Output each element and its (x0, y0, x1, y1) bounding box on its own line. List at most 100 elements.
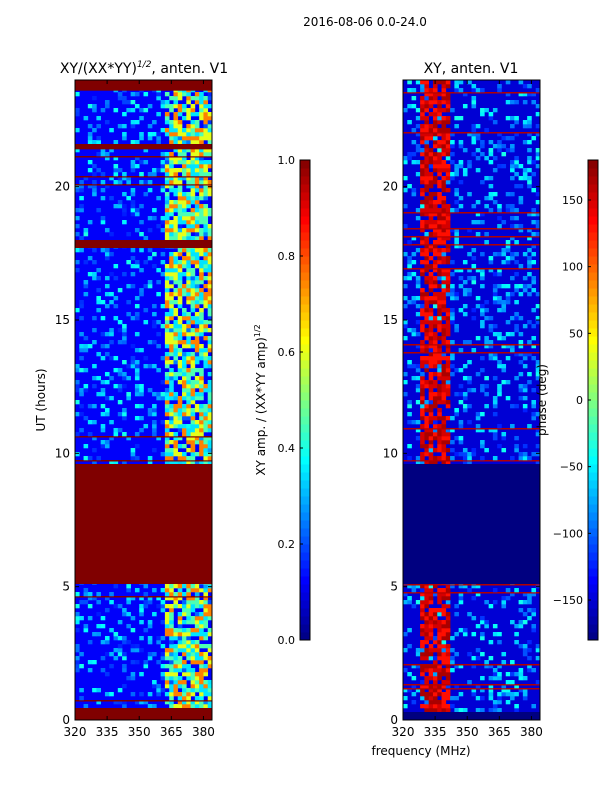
heatmap-cell (467, 288, 472, 293)
heatmap-cell (432, 156, 438, 161)
heatmap-cell (492, 624, 498, 629)
panel1-title-tail: , anten. V1 (151, 61, 228, 77)
heatmap-cell (139, 348, 144, 353)
heatmap-cell (207, 212, 213, 217)
heatmap-cell (164, 680, 170, 685)
heatmap-cell (432, 668, 438, 673)
colorbar-swatch (588, 176, 598, 185)
heatmap-cell (122, 124, 127, 129)
heatmap-cell (96, 116, 101, 121)
heatmap-cell (510, 660, 515, 665)
heatmap-cell (182, 200, 187, 205)
heatmap-cell (182, 376, 187, 381)
heatmap-cell (420, 124, 425, 129)
heatmap-cell (130, 648, 136, 653)
heatmap-cell (458, 88, 464, 93)
heatmap-cell (407, 156, 412, 161)
heatmap-cell (518, 456, 524, 461)
heatmap-cell (160, 608, 166, 613)
heatmap-cell (432, 164, 438, 169)
heatmap-cell (407, 264, 412, 269)
heatmap-cell (424, 276, 429, 281)
heatmap-cell (169, 292, 174, 297)
heatmap-stripe (75, 596, 212, 598)
heatmap-cell (182, 640, 187, 645)
heatmap-cell (437, 268, 442, 273)
heatmap-cell (527, 92, 532, 97)
colorbar-swatch (588, 472, 598, 481)
heatmap-cell (169, 448, 174, 453)
heatmap-cell (420, 164, 425, 169)
heatmap-cell (186, 192, 191, 197)
heatmap-cell (190, 156, 196, 161)
heatmap-cell (411, 676, 417, 681)
heatmap-cell (164, 456, 170, 461)
heatmap-cell (100, 640, 106, 645)
heatmap-cell (164, 324, 170, 329)
heatmap-cell (475, 304, 481, 309)
heatmap-cell (420, 400, 425, 405)
heatmap-cell (522, 652, 528, 657)
heatmap-cell (186, 388, 191, 393)
heatmap-cell (169, 596, 174, 601)
heatmap-cell (147, 692, 153, 697)
heatmap-cell (445, 660, 451, 665)
heatmap-cell (467, 276, 472, 281)
heatmap-cell (428, 700, 434, 705)
heatmap-cell (194, 644, 200, 649)
heatmap-cell (182, 648, 187, 653)
heatmap-cell (428, 324, 434, 329)
heatmap-cell (462, 292, 468, 297)
heatmap-cell (92, 376, 97, 381)
heatmap-cell (169, 104, 174, 109)
heatmap-cell (437, 220, 442, 225)
heatmap-cell (169, 136, 174, 141)
heatmap-cell (420, 344, 425, 349)
heatmap-cell (199, 432, 204, 437)
heatmap-cell (445, 108, 451, 113)
heatmap-cell (203, 656, 209, 661)
heatmap-cell (104, 104, 110, 109)
heatmap-cell (420, 644, 425, 649)
heatmap-cell (484, 128, 489, 133)
heatmap-cell (420, 680, 425, 685)
heatmap-cell (407, 688, 412, 693)
heatmap-cell (79, 392, 84, 397)
heatmap-cell (122, 332, 127, 337)
heatmap-cell (514, 260, 519, 265)
heatmap-cell (403, 668, 408, 673)
heatmap-cell (194, 616, 200, 621)
heatmap-cell (104, 444, 110, 449)
heatmap-cell (164, 116, 170, 121)
heatmap-cell (462, 172, 468, 177)
heatmap-cell (199, 344, 204, 349)
heatmap-cell (126, 376, 131, 381)
heatmap-cell (514, 172, 519, 177)
heatmap-cell (441, 288, 447, 293)
heatmap-cell (437, 240, 442, 245)
heatmap-cell (207, 428, 213, 433)
heatmap-cell (428, 628, 434, 633)
heatmap-cell (420, 308, 425, 313)
heatmap-cell (428, 152, 434, 157)
heatmap-cell (454, 268, 459, 273)
heatmap-cell (207, 692, 213, 697)
heatmap-cell (471, 388, 477, 393)
colorbar-swatch (300, 528, 310, 537)
heatmap-cell (156, 392, 161, 397)
heatmap-cell (190, 632, 196, 637)
heatmap-cell (83, 344, 89, 349)
heatmap-cell (160, 676, 166, 681)
heatmap-cell (450, 356, 455, 361)
heatmap-cell (420, 188, 425, 193)
heatmap-cell (428, 352, 434, 357)
heatmap-cell (441, 160, 447, 165)
heatmap-cell (190, 340, 196, 345)
heatmap-cell (207, 96, 213, 101)
heatmap-cell (514, 444, 519, 449)
heatmap-cell (437, 624, 442, 629)
colorbar-swatch (588, 488, 598, 497)
heatmap-cell (424, 588, 429, 593)
heatmap-cell (432, 432, 438, 437)
heatmap-cell (407, 584, 412, 589)
